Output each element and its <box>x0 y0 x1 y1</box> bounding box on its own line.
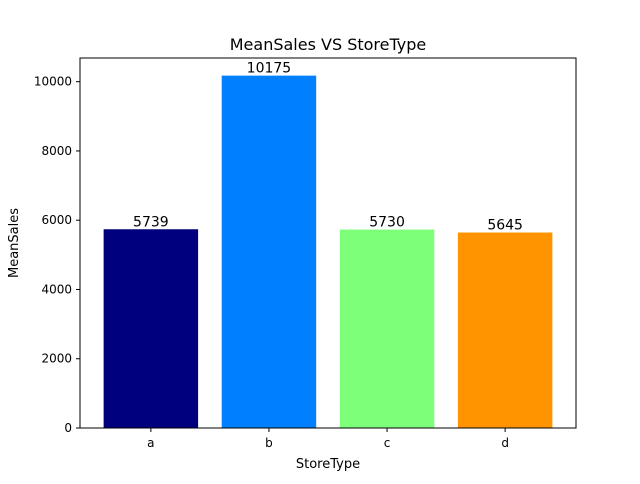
data-label-a: 5739 <box>133 214 169 230</box>
y-tick-label-4000: 4000 <box>41 282 72 296</box>
x-tick-label-d: d <box>501 436 509 450</box>
bar-a <box>103 229 199 428</box>
y-tick-label-10000: 10000 <box>34 75 72 89</box>
y-tick-label-2000: 2000 <box>41 352 72 366</box>
bars-layer <box>103 75 553 428</box>
data-labels-layer: 5739 10175 5730 5645 <box>133 61 523 234</box>
bar-b <box>221 75 317 428</box>
y-axis: 0 2000 4000 6000 8000 10000 <box>34 75 80 435</box>
data-label-b: 10175 <box>247 61 292 77</box>
y-tick-label-8000: 8000 <box>41 144 72 158</box>
x-axis-label: StoreType <box>296 457 360 472</box>
x-tick-label-b: b <box>265 436 273 450</box>
data-label-d: 5645 <box>487 218 523 234</box>
x-axis: a b c d <box>147 428 509 450</box>
bar-d <box>457 232 553 428</box>
y-tick-label-0: 0 <box>64 421 72 435</box>
data-label-c: 5730 <box>369 215 405 231</box>
x-tick-label-c: c <box>384 436 391 450</box>
chart-title: MeanSales VS StoreType <box>230 35 427 54</box>
bar-c <box>339 229 435 428</box>
y-tick-label-6000: 6000 <box>41 213 72 227</box>
y-axis-label: MeanSales <box>7 208 22 278</box>
x-tick-label-a: a <box>147 436 154 450</box>
plot-frame <box>79 57 577 429</box>
